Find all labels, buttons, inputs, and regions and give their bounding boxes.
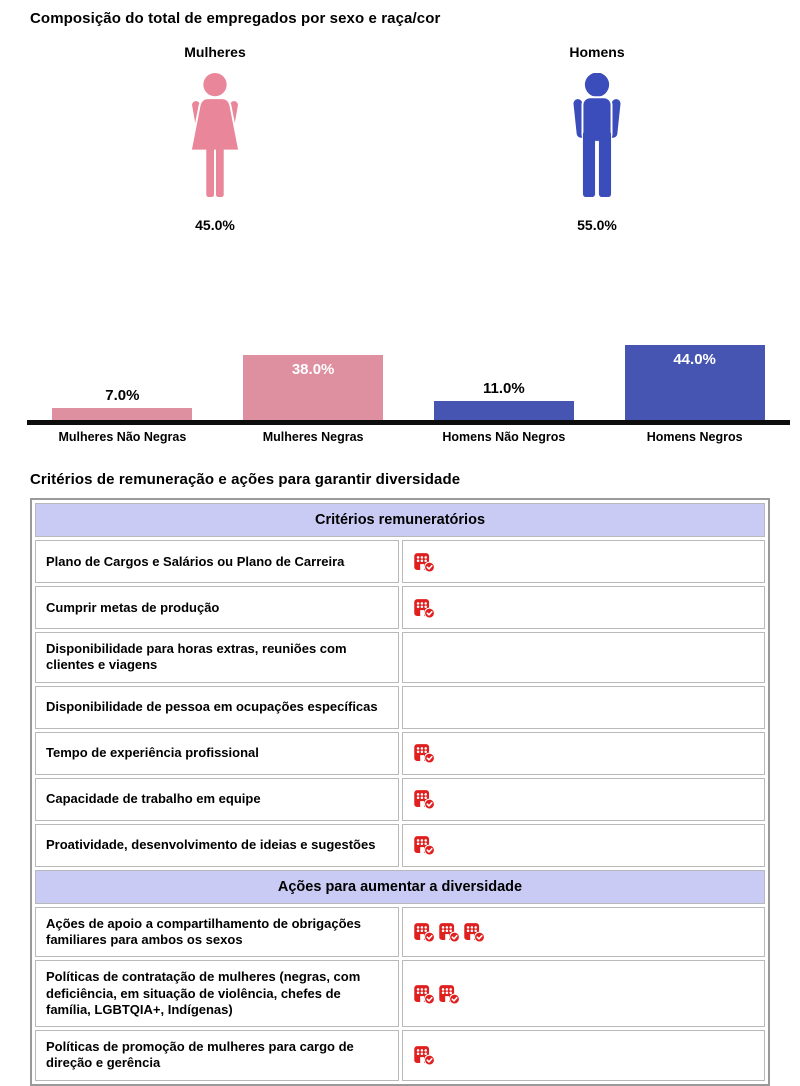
bar-value-label: 44.0%: [673, 351, 716, 368]
company-check-icon: [413, 552, 435, 573]
company-check-icon: [413, 598, 435, 619]
bar: [433, 401, 574, 420]
criterion-icons-cell: [401, 685, 765, 729]
criterion-icons-cell: [401, 777, 765, 821]
woman-icon: [181, 73, 249, 204]
table-row: Disponibilidade de pessoa em ocupações e…: [35, 685, 765, 729]
bar-category-label: Homens Negros: [646, 430, 743, 444]
company-check-icon: [438, 984, 460, 1005]
bar-slot: 38.0%: [218, 318, 409, 420]
female-percentage: 45.0%: [195, 217, 235, 233]
criterion-label: Capacidade de trabalho em equipe: [35, 777, 399, 821]
table-row: Proatividade, desenvolvimento de ideias …: [35, 823, 765, 867]
bar: 38.0%: [243, 355, 384, 420]
criterion-icons-cell: [401, 906, 765, 958]
man-icon: [563, 72, 631, 204]
chart-axis: [27, 420, 790, 425]
table-section-header: Critérios remuneratórios: [35, 503, 765, 538]
table-row: Plano de Cargos e Salários ou Plano de C…: [35, 540, 765, 584]
bar-category-label: Mulheres Não Negras: [58, 430, 187, 444]
company-check-icon: [413, 1046, 435, 1066]
bar-slot: 44.0%: [599, 318, 790, 420]
criterion-label: Tempo de experiência profissional: [35, 731, 399, 775]
table-row: Ações de apoio a compartilhamento de obr…: [35, 906, 765, 958]
page-title: Composição do total de empregados por se…: [30, 10, 441, 27]
criterion-icons-cell: [401, 960, 765, 1027]
table-row: Políticas de contratação de mulheres (ne…: [35, 960, 765, 1027]
bar-value-label: 7.0%: [105, 387, 140, 404]
bar: 44.0%: [624, 345, 765, 420]
criterion-label: Políticas de contratação de mulheres (ne…: [35, 960, 399, 1027]
company-check-icon: [413, 836, 435, 856]
criterion-icons-cell: [401, 823, 765, 867]
female-label: Mulheres: [184, 44, 246, 60]
bar-slot: 7.0%: [27, 318, 218, 420]
criterion-label: Políticas de promoção de mulheres para c…: [35, 1030, 399, 1081]
male-label: Homens: [569, 44, 625, 60]
company-check-icon: [413, 790, 435, 810]
criterion-label: Plano de Cargos e Salários ou Plano de C…: [35, 540, 399, 584]
male-summary: Homens 55.0%: [487, 44, 707, 233]
company-check-icon: [413, 984, 435, 1005]
company-check-icon: [463, 923, 485, 943]
section-title: Critérios de remuneração e ações para ga…: [30, 471, 461, 488]
bar-value-label: 11.0%: [483, 380, 525, 397]
table-row: Políticas de promoção de mulheres para c…: [35, 1030, 765, 1081]
bar-category-label: Mulheres Negras: [262, 430, 364, 444]
bar-category-label: Homens Não Negros: [442, 430, 566, 444]
criterion-label: Disponibilidade de pessoa em ocupações e…: [35, 685, 399, 729]
criterion-icons-cell: [401, 540, 765, 584]
table-row: Tempo de experiência profissional: [35, 731, 765, 775]
chart-plot-area: 7.0% 38.0% 11.0% 44.0%: [27, 318, 790, 420]
criterion-label: Ações de apoio a compartilhamento de obr…: [35, 906, 399, 958]
chart-category-labels: Mulheres Não Negras Mulheres Negras Homens…: [27, 425, 790, 444]
criteria-table: Critérios remuneratórios Plano de Cargos …: [30, 498, 770, 1086]
criterion-icons-cell: [401, 632, 765, 683]
bar: [52, 408, 193, 420]
criterion-label: Cumprir metas de produção: [35, 586, 399, 630]
table-row: Disponibilidade para horas extras, reuni…: [35, 632, 765, 683]
criterion-icons-cell: [401, 586, 765, 630]
criterion-label: Proatividade, desenvolvimento de ideias …: [35, 823, 399, 867]
table-section-header: Ações para aumentar a diversidade: [35, 869, 765, 904]
race-gender-bar-chart: 7.0% 38.0% 11.0% 44.0% Mulheres Não Negras M…: [27, 318, 790, 444]
company-check-icon: [438, 923, 460, 943]
female-summary: Mulheres 45.0%: [105, 44, 325, 233]
criterion-icons-cell: [401, 731, 765, 775]
criterion-icons-cell: [401, 1030, 765, 1081]
criterion-label: Disponibilidade para horas extras, reuni…: [35, 632, 399, 683]
company-check-icon: [413, 744, 435, 764]
bar-slot: 11.0%: [409, 318, 600, 420]
company-check-icon: [413, 923, 435, 943]
male-percentage: 55.0%: [577, 217, 617, 233]
bar-value-label: 38.0%: [291, 361, 335, 378]
table-row: Capacidade de trabalho em equipe: [35, 777, 765, 821]
table-row: Cumprir metas de produção: [35, 586, 765, 630]
